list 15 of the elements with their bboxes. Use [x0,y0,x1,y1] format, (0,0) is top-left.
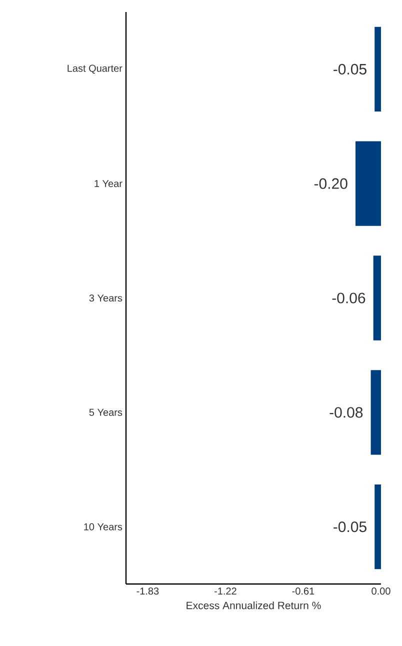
y-tick-label: 5 Years [89,408,122,416]
y-tick-label: 10 Years [84,523,122,530]
y-tick-label: 1 Year [94,180,122,188]
data-label: -0.05 [334,64,366,75]
y-tick-label: 3 Years [89,294,122,302]
x-axis-title: Excess Annualized Return % [186,601,321,610]
x-tick-label: -0.61 [292,588,314,595]
data-label: -0.08 [330,407,363,418]
data-label: -0.05 [334,521,366,532]
x-tick-label: 0.00 [372,588,390,595]
data-label: -0.20 [314,178,348,189]
y-tick-label: Last Quarter [68,64,122,74]
x-tick-label: -1.83 [136,588,159,595]
x-tick-label: -1.22 [214,588,236,595]
data-label: -0.06 [332,292,366,304]
